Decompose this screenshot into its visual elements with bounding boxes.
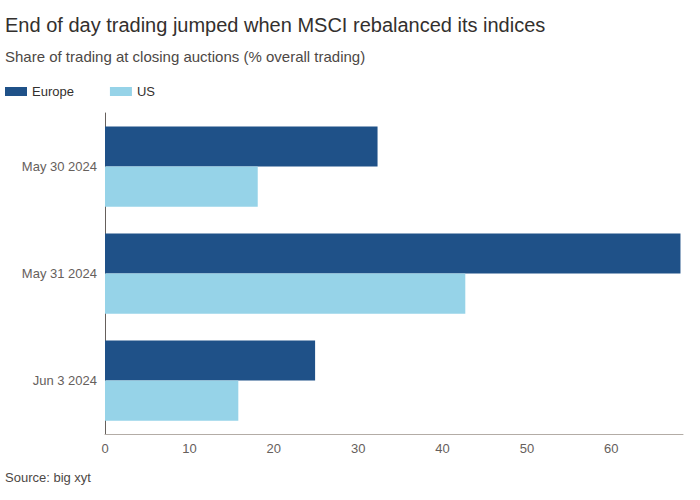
svg-text:60: 60 (604, 441, 618, 456)
svg-text:40: 40 (435, 441, 449, 456)
svg-text:30: 30 (351, 441, 365, 456)
svg-text:May 31 2024: May 31 2024 (22, 266, 97, 281)
svg-text:Share of trading at closing au: Share of trading at closing auctions (% … (5, 48, 365, 65)
svg-text:20: 20 (267, 441, 281, 456)
svg-text:End of day trading jumped when: End of day trading jumped when MSCI reba… (5, 14, 545, 36)
svg-text:Source: big xyt: Source: big xyt (5, 470, 91, 485)
svg-text:US: US (137, 84, 155, 99)
svg-text:10: 10 (182, 441, 196, 456)
svg-text:Europe: Europe (32, 84, 74, 99)
svg-text:50: 50 (520, 441, 534, 456)
svg-text:0: 0 (101, 441, 108, 456)
svg-text:Jun 3 2024: Jun 3 2024 (33, 373, 97, 388)
svg-text:May 30 2024: May 30 2024 (22, 159, 97, 174)
